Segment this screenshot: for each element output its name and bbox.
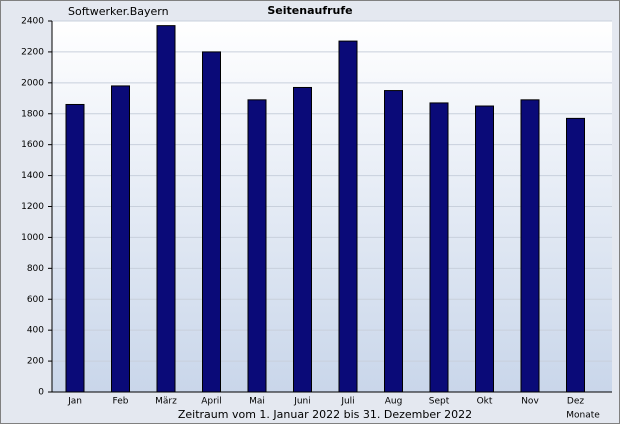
x-tick-label: Aug [385, 397, 403, 407]
x-axis-unit: Monate [566, 411, 600, 421]
bar [475, 105, 494, 393]
x-tick-label: Feb [113, 397, 129, 407]
x-tick-label: März [155, 397, 177, 407]
x-tick-label: Mai [249, 397, 265, 407]
y-tick-label: 400 [27, 326, 44, 336]
x-tick-label: Sept [429, 397, 450, 407]
y-tick-label: 2000 [21, 78, 44, 88]
chart-subtitle: Softwerker.Bayern [68, 5, 169, 18]
x-axis-label: Zeitraum vom 1. Januar 2022 bis 31. Deze… [178, 408, 472, 421]
x-tick-label: April [201, 397, 222, 407]
bar [520, 99, 540, 393]
x-tick-label: Nov [521, 397, 539, 407]
y-tick-label: 200 [27, 357, 44, 367]
y-tick-label: 2400 [21, 17, 44, 27]
y-tick-label: 1800 [21, 109, 44, 119]
bar [338, 40, 358, 393]
x-tick-label: Jan [67, 397, 82, 407]
bar [293, 86, 312, 393]
x-tick-label: Dez [567, 397, 584, 407]
y-tick-label: 1600 [21, 140, 44, 150]
y-tick-label: 600 [27, 295, 44, 305]
bar [65, 103, 85, 393]
x-tick-label: Juli [340, 397, 354, 407]
bar [566, 117, 585, 393]
bar [247, 99, 267, 393]
bar [384, 90, 403, 393]
y-tick-label: 800 [27, 264, 44, 274]
x-tick-label: Juni [293, 397, 311, 407]
y-tick-label: 1400 [21, 171, 44, 181]
bar [111, 85, 130, 393]
y-tick-label: 1000 [21, 233, 44, 243]
bar [429, 102, 449, 393]
x-tick-label: Okt [477, 397, 493, 407]
y-tick-label: 2200 [21, 47, 44, 57]
y-tick-label: 0 [38, 388, 44, 398]
y-tick-label: 1200 [21, 202, 44, 212]
bar [156, 25, 176, 393]
bar [202, 51, 221, 393]
chart-title: Seitenaufrufe [267, 4, 352, 17]
